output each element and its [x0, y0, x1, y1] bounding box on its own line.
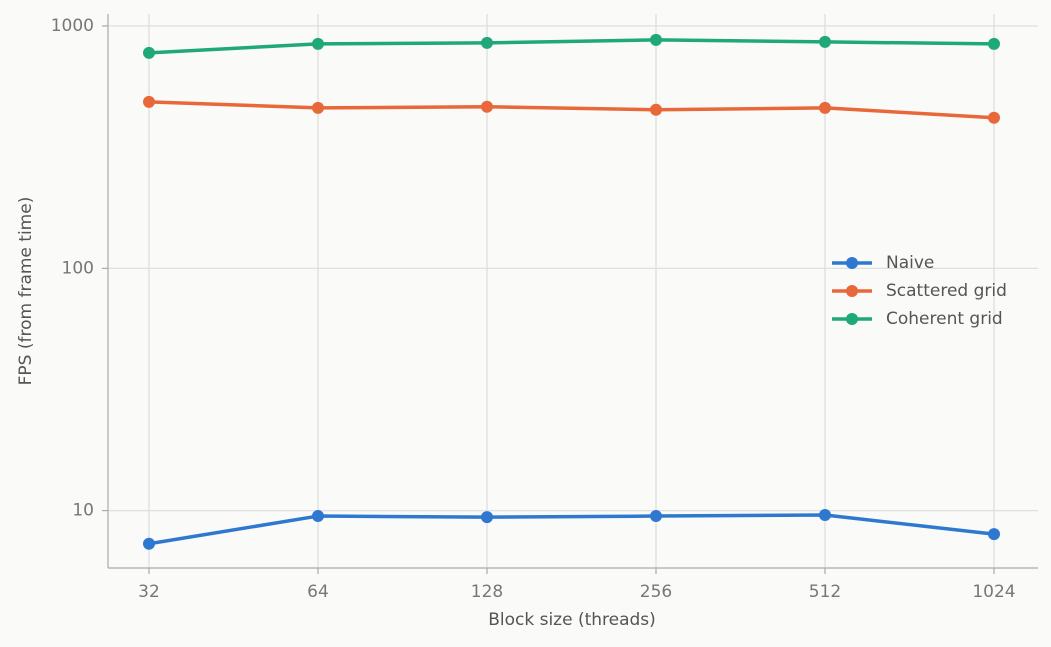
data-point [650, 510, 662, 523]
data-point [988, 111, 1000, 124]
legend-label: Naive [886, 253, 934, 273]
series-line [148, 100, 995, 120]
legend-marker [846, 257, 858, 269]
legend-label: Scattered grid [886, 281, 1007, 301]
data-point [481, 511, 493, 524]
y-tick-label: 100 [62, 258, 94, 278]
data-point [819, 508, 831, 521]
x-tick-label: 32 [138, 582, 160, 602]
data-point [988, 528, 1000, 541]
data-point [481, 100, 493, 113]
x-tick-label: 512 [809, 582, 841, 602]
series-line [148, 513, 995, 546]
legend-marker [846, 285, 858, 297]
data-point [650, 33, 662, 46]
data-point [312, 101, 324, 114]
y-axis-label: FPS (from frame time) [16, 197, 36, 386]
data-point [143, 95, 155, 108]
data-point [988, 37, 1000, 50]
legend-marker [846, 313, 858, 325]
data-point [312, 510, 324, 523]
data-point [650, 103, 662, 116]
y-tick-label: 1000 [51, 16, 94, 36]
data-point [819, 101, 831, 114]
data-point [143, 46, 155, 59]
data-point [481, 36, 493, 49]
x-tick-label: 128 [471, 582, 503, 602]
data-point [143, 537, 155, 550]
series-line [148, 38, 995, 55]
x-tick-label: 1024 [972, 582, 1015, 602]
data-point [819, 35, 831, 48]
legend-label: Coherent grid [886, 309, 1003, 329]
x-tick-label: 256 [640, 582, 672, 602]
x-tick-label: 64 [307, 582, 329, 602]
y-tick-label: 10 [72, 501, 94, 521]
data-point [312, 37, 324, 50]
x-axis-label: Block size (threads) [488, 610, 656, 630]
